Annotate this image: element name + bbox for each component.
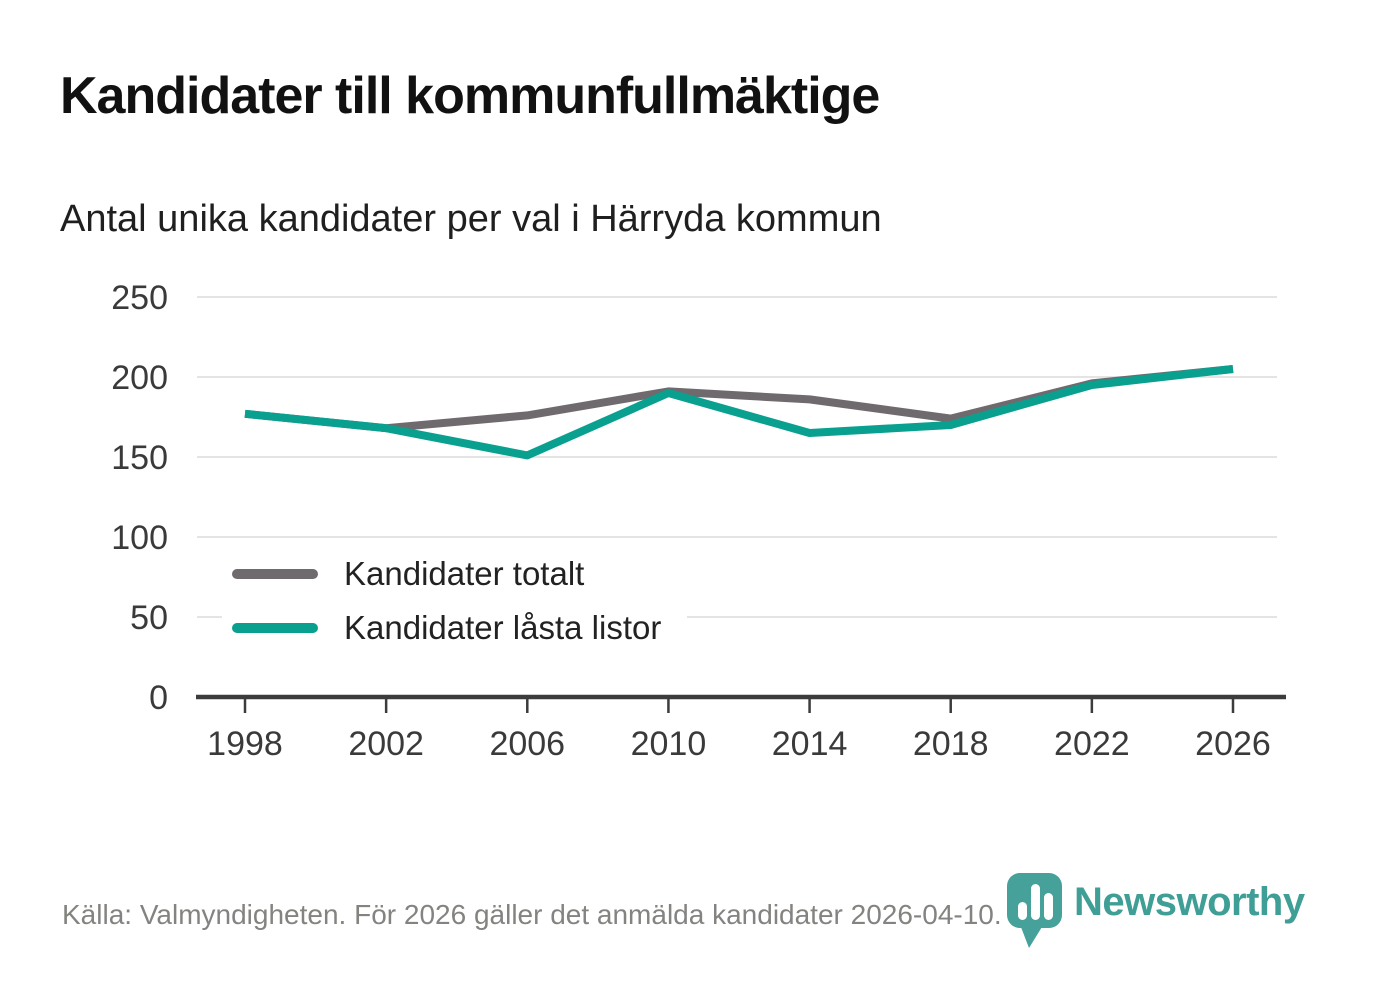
legend-label-locked: Kandidater låsta listor — [344, 609, 662, 646]
x-tick-label-2022: 2022 — [1054, 725, 1130, 763]
y-tick-label-100: 100 — [111, 519, 168, 557]
series-line-locked — [244, 365, 1234, 460]
y-tick-label-250: 250 — [111, 279, 168, 317]
newsworthy-pin-icon — [1007, 873, 1062, 948]
page-title: Kandidater till kommunfullmäktige — [60, 67, 880, 125]
x-tick-label-2018: 2018 — [913, 725, 989, 763]
line-chart: 0 50 100 150 200 250 1998 2002 2006 2010 2014 2018 2… — [111, 279, 1286, 763]
x-tick-label-2002: 2002 — [348, 725, 424, 763]
source-note: Källa: Valmyndigheten. För 2026 gäller d… — [62, 899, 1002, 930]
y-tick-label-150: 150 — [111, 439, 168, 477]
y-tick-label-0: 0 — [149, 679, 168, 717]
legend-swatch-total — [232, 569, 318, 579]
x-tick-label-2006: 2006 — [489, 725, 565, 763]
newsworthy-wordmark: Newsworthy — [1074, 880, 1305, 924]
x-tick-label-1998: 1998 — [207, 725, 283, 763]
newsworthy-logo: Newsworthy — [1006, 872, 1305, 952]
x-tick-label-2014: 2014 — [772, 725, 848, 763]
legend: Kandidater totalt Kandidater låsta listo… — [222, 549, 688, 657]
x-tick-label-2026: 2026 — [1195, 725, 1271, 763]
legend-swatch-locked — [232, 623, 318, 633]
legend-item-total: Kandidater totalt — [232, 555, 661, 593]
chart-subtitle: Antal unika kandidater per val i Härryda… — [60, 198, 882, 240]
x-tick-label-2010: 2010 — [631, 725, 707, 763]
y-tick-label-50: 50 — [130, 599, 168, 637]
legend-item-locked: Kandidater låsta listor — [232, 609, 661, 647]
y-tick-label-200: 200 — [111, 359, 168, 397]
legend-label-total: Kandidater totalt — [344, 555, 585, 592]
